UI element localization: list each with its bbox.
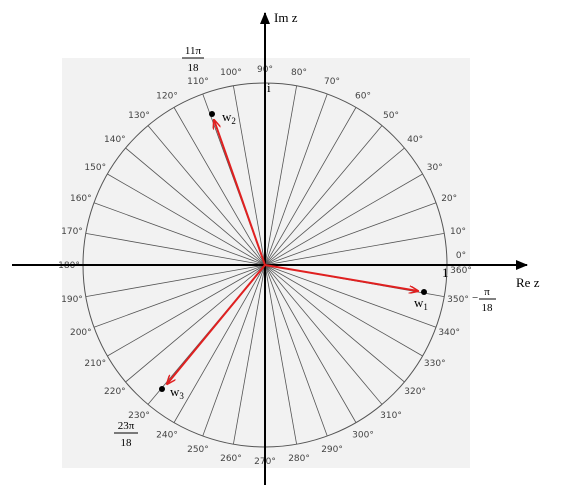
degree-label: 210° (84, 359, 106, 369)
spoke (264, 264, 437, 328)
point (421, 289, 427, 295)
degree-label: 0° (456, 251, 466, 261)
spoke (93, 202, 266, 266)
spoke (147, 125, 266, 266)
spoke (233, 264, 266, 445)
spoke (264, 107, 357, 266)
numerator: 23π (118, 420, 135, 432)
spoke (233, 85, 266, 266)
degree-label: 40° (407, 135, 423, 145)
degree-label: 10° (450, 227, 466, 237)
real-axis-label: Re z (516, 275, 540, 290)
degree-label: 330° (424, 359, 446, 369)
vectors (159, 111, 427, 392)
spoke (264, 173, 423, 266)
spoke (264, 264, 383, 405)
degree-label: 20° (441, 194, 457, 204)
point-label: w3 (170, 384, 184, 401)
degree-label: 290° (321, 445, 343, 455)
degree-label: 230° (128, 411, 150, 421)
vector (264, 264, 418, 291)
degree-label: 280° (288, 454, 310, 464)
degree-label: 170° (61, 227, 83, 237)
degree-label: 220° (104, 387, 126, 397)
unit-imaginary: i (267, 80, 271, 95)
angle-label: 23π 18 (114, 420, 138, 449)
spoke (107, 173, 266, 266)
degree-label: 360° (450, 266, 472, 276)
degree-label: 70° (324, 77, 340, 87)
point (209, 111, 215, 117)
degree-label: 150° (84, 163, 106, 173)
spoke (264, 264, 328, 437)
degree-label: 130° (128, 111, 150, 121)
degree-label: 320° (404, 387, 426, 397)
point-label: w2 (222, 109, 236, 126)
vector (167, 264, 266, 384)
degree-label: 110° (187, 77, 209, 87)
numerator: π (484, 286, 490, 298)
denominator: 18 (121, 437, 133, 449)
degree-label: 140° (104, 135, 126, 145)
denominator: 18 (482, 302, 494, 314)
spoke (93, 264, 266, 328)
degree-label: 250° (187, 445, 209, 455)
imaginary-axis-label: Im z (274, 10, 298, 25)
degree-label: 310° (380, 411, 402, 421)
spoke (264, 264, 405, 383)
degree-label: 120° (156, 91, 178, 101)
spoke (264, 264, 357, 423)
spoke (264, 202, 437, 266)
degree-label: 300° (352, 431, 374, 441)
spoke (264, 233, 445, 266)
spoke (85, 233, 266, 266)
spoke (173, 107, 266, 266)
vector (214, 120, 266, 266)
spoke (264, 264, 297, 445)
degree-label: 160° (70, 194, 92, 204)
spoke (264, 147, 405, 266)
point (159, 386, 165, 392)
spoke (264, 85, 297, 266)
spoke (125, 264, 266, 383)
sign: − (472, 292, 478, 304)
degree-label: 340° (438, 328, 460, 338)
degree-label: 200° (70, 328, 92, 338)
degree-label: 240° (156, 431, 178, 441)
degree-label: 80° (291, 68, 307, 78)
degree-label: 260° (220, 454, 242, 464)
spoke (85, 264, 266, 297)
point-label: w1 (414, 295, 428, 312)
angle-label: 11π 18 (182, 45, 204, 74)
denominator: 18 (188, 62, 200, 74)
spoke (173, 264, 266, 423)
degree-label: 190° (61, 295, 83, 305)
numerator: 11π (185, 45, 202, 57)
spoke (125, 147, 266, 266)
spoke (264, 93, 328, 266)
spoke (107, 264, 266, 357)
spoke (264, 125, 383, 266)
spoke (202, 264, 266, 437)
degree-label: 30° (427, 163, 443, 173)
degree-label: 350° (447, 295, 469, 305)
degree-label: 100° (220, 68, 242, 78)
degree-label: 60° (355, 91, 371, 101)
unit-real: 1 (442, 265, 449, 280)
spoke (264, 264, 423, 357)
degree-label: 50° (383, 111, 399, 121)
angle-label: − π 18 (472, 286, 496, 314)
